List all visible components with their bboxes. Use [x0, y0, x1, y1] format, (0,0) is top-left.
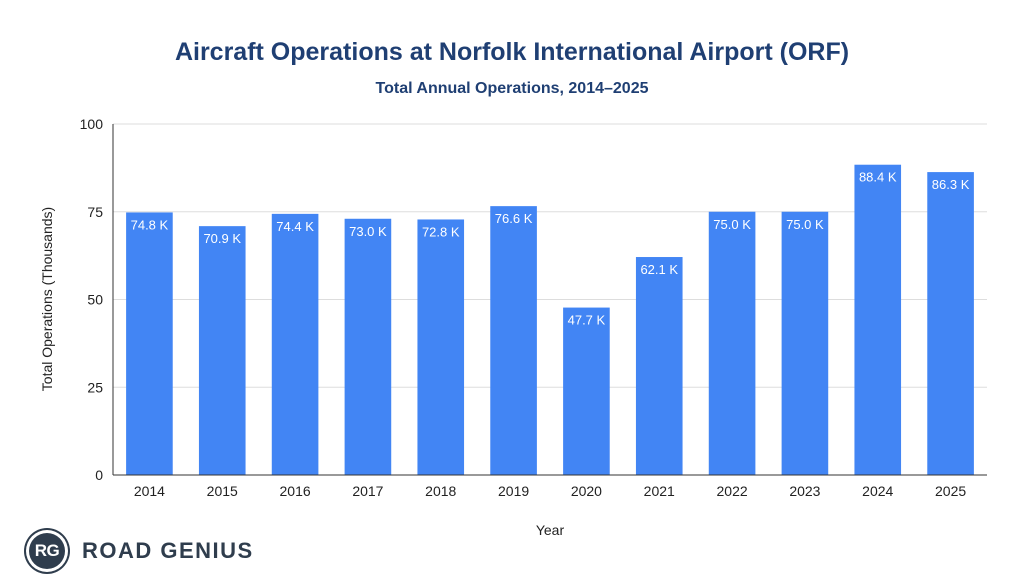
- chart-title: Aircraft Operations at Norfolk Internati…: [174, 38, 850, 66]
- bar-2020: [563, 307, 610, 475]
- x-tick-label: 2025: [935, 483, 966, 499]
- data-label: 62.1 K: [640, 262, 678, 277]
- y-axis-label: Total Operations (Thousands): [39, 207, 55, 391]
- data-label: 76.6 K: [495, 211, 533, 226]
- data-label: 86.3 K: [932, 177, 970, 192]
- road-genius-logo: RG ROAD GENIUS: [26, 530, 266, 574]
- y-tick-label: 75: [87, 204, 103, 220]
- y-tick-label: 25: [87, 379, 103, 395]
- bar-2023: [781, 211, 829, 475]
- data-label: 88.4 K: [859, 170, 897, 185]
- bar-2015: [198, 226, 246, 475]
- x-tick-label: 2021: [644, 483, 675, 499]
- x-tick-label: 2022: [717, 483, 748, 499]
- bar-2019: [490, 206, 537, 475]
- data-label: 70.9 K: [203, 231, 241, 246]
- chart-subtitle: Total Annual Operations, 2014–2025: [375, 80, 649, 97]
- x-tick-label: 2016: [280, 483, 311, 499]
- data-label: 74.4 K: [276, 219, 314, 234]
- data-label: 74.8 K: [131, 217, 169, 232]
- data-label: 75.0 K: [786, 217, 824, 232]
- data-label: 72.8 K: [422, 224, 460, 239]
- x-tick-label: 2024: [862, 483, 893, 499]
- x-tick-label: 2017: [352, 483, 383, 499]
- logo-wordmark: ROAD GENIUS: [82, 538, 254, 563]
- data-label: 75.0 K: [713, 217, 751, 232]
- y-tick-label: 100: [80, 116, 104, 132]
- bar-2018: [417, 219, 465, 475]
- bar-2025: [927, 172, 974, 475]
- x-tick-label: 2015: [207, 483, 238, 499]
- x-tick-label: 2014: [134, 483, 165, 499]
- bar-2016: [271, 213, 319, 475]
- data-label: 47.7 K: [568, 313, 606, 328]
- x-tick-label: 2019: [498, 483, 529, 499]
- y-tick-label: 50: [87, 292, 103, 308]
- bar-2017: [344, 218, 392, 475]
- x-tick-label: 2018: [425, 483, 456, 499]
- logo-badge: RG: [26, 530, 68, 572]
- x-tick-label: 2020: [571, 483, 602, 499]
- bar-2024: [854, 164, 902, 475]
- y-tick-label: 0: [95, 467, 103, 483]
- x-axis-label: Year: [536, 522, 565, 538]
- bar-2021: [635, 257, 683, 475]
- bar-2014: [126, 212, 173, 475]
- data-label: 73.0 K: [349, 224, 387, 239]
- x-tick-label: 2023: [789, 483, 820, 499]
- bar-2022: [708, 211, 756, 475]
